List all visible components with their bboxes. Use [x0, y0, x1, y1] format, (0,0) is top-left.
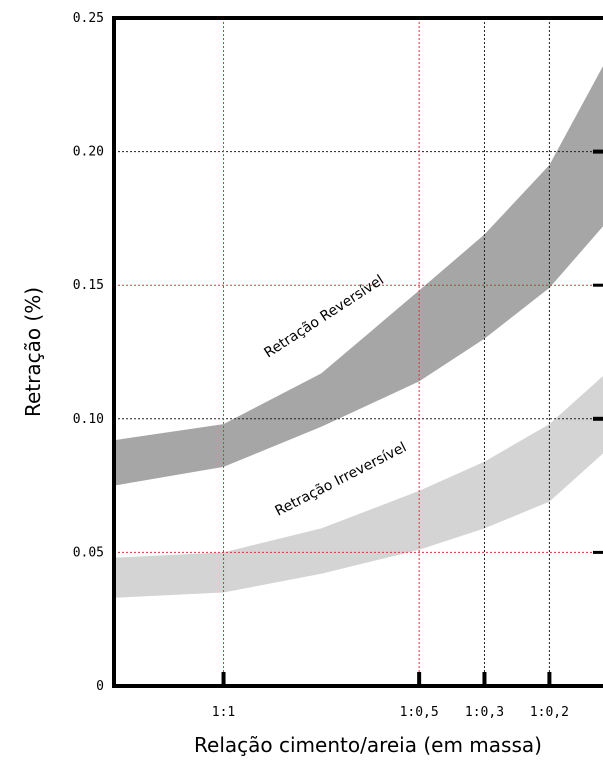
x-tick-label: 1:0,5 [400, 705, 439, 720]
y-tick-label: 0 [96, 679, 104, 694]
grid-lines [114, 18, 603, 686]
y-tick-label: 0.25 [73, 11, 104, 26]
x-tick-label: 1:0,3 [465, 705, 504, 720]
band-reversible [114, 66, 603, 486]
y-tick-label: 0.20 [73, 145, 104, 160]
y-tick-label: 0.10 [73, 412, 104, 427]
x-tick-label: 1:0,2 [530, 705, 569, 720]
x-tick-label: 1:1 [212, 705, 235, 720]
bands [114, 66, 603, 598]
x-axis-title: Relação cimento/areia (em massa) [194, 733, 542, 757]
y-tick-label: 0.15 [73, 278, 104, 293]
axes [112, 16, 603, 688]
tick-labels: 0 0.05 0.10 0.15 0.20 0.25 1:1 1:0,5 1:0,3 1:0,2 [73, 11, 569, 720]
y-tick-label: 0.05 [73, 545, 104, 560]
band-irreversible [114, 376, 603, 598]
y-axis-title: Retração (%) [21, 287, 45, 417]
